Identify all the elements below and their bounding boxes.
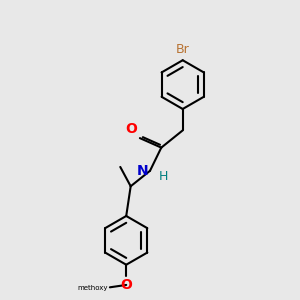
Text: O: O <box>125 122 137 136</box>
Text: N: N <box>137 164 148 178</box>
Text: O: O <box>120 278 132 292</box>
Text: methoxy: methoxy <box>77 285 107 291</box>
Text: Br: Br <box>176 44 190 56</box>
Text: H: H <box>158 170 168 183</box>
